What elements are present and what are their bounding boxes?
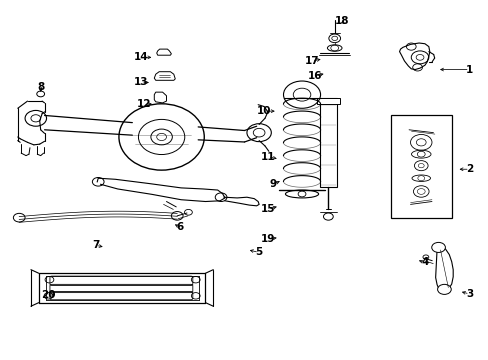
- Text: 16: 16: [307, 71, 322, 81]
- Text: 5: 5: [255, 247, 262, 257]
- Text: 2: 2: [465, 164, 472, 174]
- Text: 3: 3: [465, 289, 472, 299]
- Text: 17: 17: [304, 56, 319, 66]
- Text: 11: 11: [260, 152, 275, 162]
- Text: 19: 19: [260, 234, 275, 244]
- Bar: [317, 98, 339, 104]
- Text: 18: 18: [334, 17, 348, 27]
- Bar: [319, 98, 336, 187]
- Text: 4: 4: [420, 257, 427, 267]
- Text: 14: 14: [134, 52, 148, 62]
- Text: 8: 8: [37, 82, 44, 92]
- Text: 15: 15: [260, 204, 275, 215]
- Text: 6: 6: [176, 222, 183, 232]
- Circle shape: [431, 242, 445, 252]
- Text: 1: 1: [465, 64, 472, 75]
- Bar: [390, 116, 451, 218]
- Text: 10: 10: [256, 106, 271, 116]
- Text: 9: 9: [269, 179, 276, 189]
- Text: 7: 7: [92, 240, 99, 250]
- Circle shape: [437, 284, 450, 294]
- Text: 20: 20: [41, 291, 56, 301]
- Text: 13: 13: [134, 77, 148, 87]
- Text: 12: 12: [137, 99, 151, 109]
